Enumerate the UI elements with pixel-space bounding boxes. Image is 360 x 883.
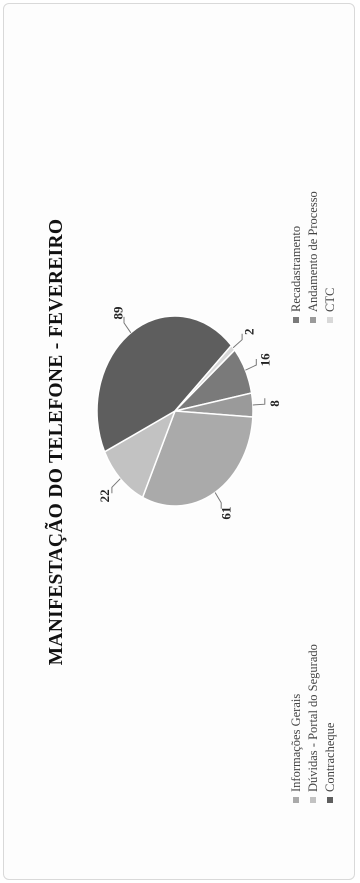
label-leader-andamento-de-processo [252,398,266,406]
legend-swatch [293,797,299,803]
data-label-ctc: 2 [242,328,257,335]
label-leader-ctc [232,333,243,349]
data-label-duvidas-portal-do-segurado: 22 [97,489,112,502]
legend-item-informacoes-gerais: Informações Gerais [289,694,303,803]
label-leader-duvidas-portal-do-segurado [111,478,121,494]
legend-label: Dúvidas - Portal do Segurado [306,644,320,792]
legend-swatch [327,797,333,803]
legend-label: Recadastramento [289,226,303,312]
label-leader-recadastramento [245,359,257,371]
data-label-andamento-de-processo: 8 [267,400,282,407]
label-leader-informacoes-gerais [214,492,222,509]
legend-label: Contracheque [323,722,337,792]
legend-item-duvidas-portal-do-segurado: Dúvidas - Portal do Segurado [306,644,320,803]
legend-swatch [293,317,299,323]
legend-item-ctc: CTC [323,288,337,323]
legend-label: Informações Gerais [289,694,303,792]
pie-slice-duvidas-portal-do-segurado [103,409,177,499]
data-label-contracheque: 89 [110,306,125,320]
legend-label: Andamento de Processo [306,191,320,312]
pie-slice-informacoes-gerais [141,410,254,507]
legend-label: CTC [323,288,337,312]
pie-slices [96,315,254,507]
legend-item-recadastramento: Recadastramento [289,226,303,323]
label-leader-contracheque [123,316,132,334]
legend-swatch [310,797,316,803]
data-label-informacoes-gerais: 61 [218,507,233,520]
legend-swatch [310,317,316,323]
pie-data-labels: 16 8 61 22 89 2 [97,306,282,520]
legend-swatch [327,317,333,323]
chart-title: MANIFESTAÇÃO DO TELEFONE - FEVEREIRO [45,219,67,666]
chart-legend: Informações Gerais Dúvidas - Portal do Se… [289,191,337,803]
legend-item-contracheque: Contracheque [323,722,337,803]
data-label-recadastramento: 16 [257,353,272,367]
legend-item-andamento-de-processo: Andamento de Processo [306,191,320,323]
